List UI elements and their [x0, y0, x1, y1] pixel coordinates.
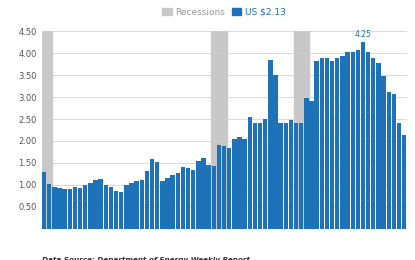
- Bar: [134, 181, 139, 229]
- Bar: [171, 175, 175, 229]
- Bar: [42, 172, 46, 229]
- Bar: [83, 185, 88, 229]
- Bar: [104, 185, 108, 229]
- Bar: [289, 120, 293, 229]
- Bar: [273, 75, 278, 229]
- Bar: [345, 52, 350, 229]
- Bar: [109, 187, 113, 229]
- Bar: [392, 94, 396, 229]
- Bar: [93, 180, 98, 229]
- Bar: [397, 122, 401, 229]
- Bar: [124, 185, 129, 229]
- Bar: [186, 168, 190, 229]
- Bar: [52, 187, 56, 229]
- Bar: [129, 183, 134, 229]
- Bar: [356, 50, 360, 229]
- Bar: [325, 57, 329, 229]
- Bar: [304, 98, 309, 229]
- Bar: [361, 42, 365, 229]
- Bar: [299, 122, 303, 229]
- Bar: [88, 183, 93, 229]
- Bar: [309, 101, 314, 229]
- Bar: [293, 31, 309, 229]
- Bar: [42, 31, 52, 229]
- Bar: [263, 119, 267, 229]
- Bar: [78, 188, 82, 229]
- Bar: [268, 60, 273, 229]
- Bar: [366, 52, 370, 229]
- Bar: [402, 135, 406, 229]
- Bar: [150, 159, 154, 229]
- Bar: [181, 167, 185, 229]
- Bar: [258, 122, 262, 229]
- Bar: [330, 61, 334, 229]
- Bar: [386, 92, 391, 229]
- Text: 4.25: 4.25: [354, 30, 371, 39]
- Bar: [222, 146, 226, 229]
- Bar: [294, 122, 298, 229]
- Bar: [335, 58, 339, 229]
- Bar: [278, 124, 283, 229]
- Bar: [165, 178, 170, 229]
- Bar: [315, 61, 319, 229]
- Bar: [68, 189, 72, 229]
- Bar: [139, 180, 144, 229]
- Bar: [119, 192, 123, 229]
- Bar: [320, 58, 324, 229]
- Bar: [47, 184, 51, 229]
- Bar: [248, 117, 252, 229]
- Bar: [176, 173, 180, 229]
- Bar: [371, 58, 376, 229]
- Bar: [155, 162, 159, 229]
- Bar: [237, 136, 242, 229]
- Bar: [232, 139, 237, 229]
- Bar: [227, 148, 232, 229]
- Bar: [211, 31, 227, 229]
- Bar: [57, 188, 62, 229]
- Bar: [376, 63, 381, 229]
- Bar: [145, 171, 149, 229]
- Bar: [381, 76, 386, 229]
- Bar: [242, 139, 247, 229]
- Bar: [283, 122, 288, 229]
- Bar: [207, 165, 211, 229]
- Bar: [196, 161, 200, 229]
- Bar: [351, 52, 355, 229]
- Bar: [73, 187, 77, 229]
- Bar: [217, 145, 221, 229]
- Bar: [98, 179, 103, 229]
- Bar: [114, 191, 118, 229]
- Bar: [253, 122, 257, 229]
- Bar: [160, 181, 165, 229]
- Bar: [191, 170, 195, 229]
- Legend: Recessions, US $2.13: Recessions, US $2.13: [161, 6, 288, 19]
- Bar: [212, 166, 216, 229]
- Text: Data Source: Department of Energy Weekly Report: Data Source: Department of Energy Weekly…: [42, 257, 249, 260]
- Bar: [63, 189, 67, 229]
- Bar: [201, 158, 206, 229]
- Bar: [340, 56, 344, 229]
